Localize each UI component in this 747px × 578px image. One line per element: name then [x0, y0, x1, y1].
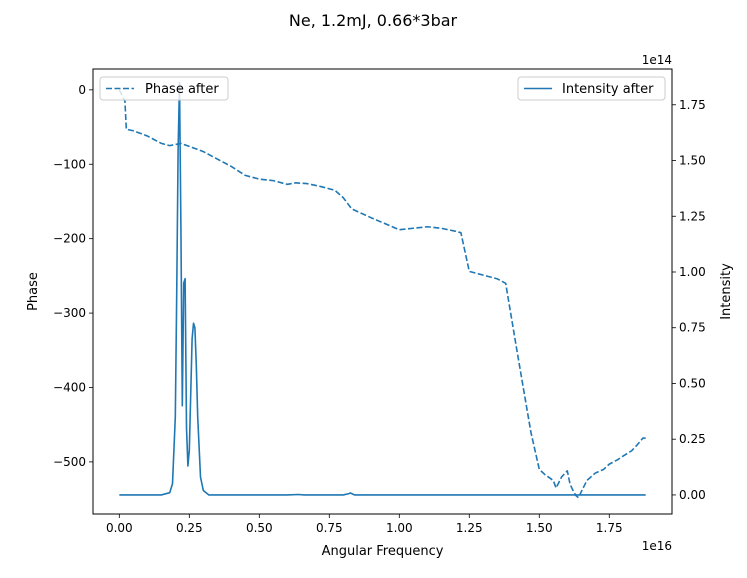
y-left-tick-label: −100	[53, 157, 86, 171]
legend-intensity: Intensity after	[517, 76, 666, 101]
y-right-tick-label: 0.00	[679, 488, 706, 502]
y-right-tick-label: 0.50	[679, 376, 706, 390]
legend-intensity-box	[517, 76, 666, 101]
x-axis-label: Angular Frequency	[322, 544, 444, 559]
y-right-tick-label: 1.25	[679, 209, 706, 223]
axes-layer: 0.00 0.25 0.50 0.75 1.00 1.25 1.50 1.75 0 −100 −20…	[53, 83, 706, 535]
legend-phase-label: Phase after	[145, 82, 219, 97]
x-tick-label: 0.25	[176, 521, 203, 535]
x-tick-label: 0.50	[246, 521, 273, 535]
x-tick-label: 1.50	[526, 521, 553, 535]
y-axis-label-left: Phase	[26, 272, 41, 311]
y-left-tick-label: −400	[53, 380, 86, 394]
y-right-offset-label: 1e14	[642, 53, 672, 67]
x-tick-label: 0.00	[106, 521, 133, 535]
x-tick-label: 0.75	[316, 521, 343, 535]
y-axis-label-right: Intensity	[719, 263, 734, 320]
y-right-tick-label: 1.50	[679, 154, 706, 168]
legend-intensity-label: Intensity after	[562, 82, 654, 97]
data-layer	[118, 81, 646, 499]
legend-phase-box	[99, 76, 229, 101]
y-left-tick-label: −200	[53, 232, 86, 246]
series-phase-line	[118, 89, 646, 499]
frame-layer	[92, 68, 673, 515]
plot-frame	[92, 68, 673, 515]
y-right-tick-label: 0.75	[679, 321, 706, 335]
legend-phase: Phase after	[99, 76, 229, 101]
series-intensity-line	[119, 81, 646, 496]
y-right-tick-label: 0.25	[679, 432, 706, 446]
y-right-tick-label: 1.00	[679, 265, 706, 279]
y-left-tick-label: −300	[53, 306, 86, 320]
x-tick-label: 1.25	[456, 521, 483, 535]
x-tick-label: 1.75	[596, 521, 623, 535]
x-offset-label: 1e16	[642, 539, 672, 553]
chart-title: Ne, 1.2mJ, 0.66*3bar	[289, 11, 458, 30]
y-right-tick-label: 1.75	[679, 98, 706, 112]
y-left-tick-label: −500	[53, 455, 86, 469]
x-tick-label: 1.00	[386, 521, 413, 535]
y-left-tick-label: 0	[78, 83, 86, 97]
